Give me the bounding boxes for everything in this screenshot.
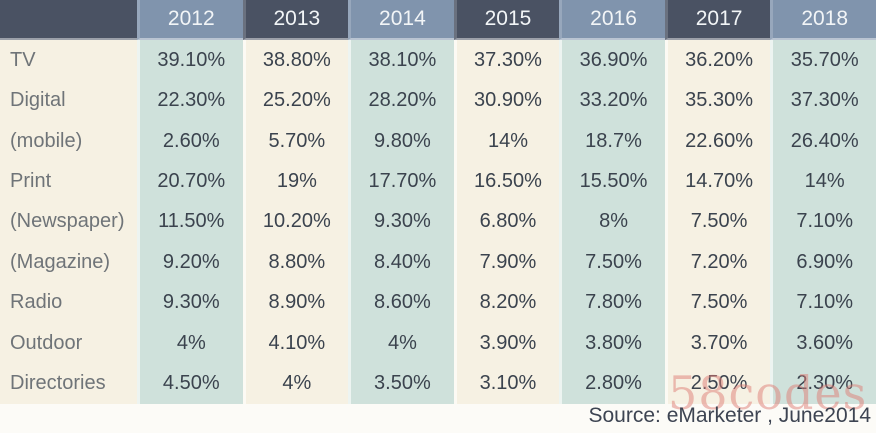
value-cell: 7.50%: [664, 201, 771, 243]
source-caption: Source: eMarketer , June2014: [588, 404, 872, 427]
value-cell: 15.50%: [559, 161, 665, 202]
year-header-2012: 2012: [137, 0, 243, 40]
value-cell: 4.10%: [242, 323, 349, 364]
value-cell: 3.60%: [770, 323, 876, 364]
value-cell: 7.50%: [664, 282, 771, 324]
value-cell: 3.50%: [348, 363, 454, 404]
value-cell: 10.20%: [242, 201, 349, 243]
value-cell: 8.40%: [348, 242, 454, 283]
ad-spend-table: 2012 2013 2014 2015 2016 2017 2018 TV 39.10% 38.…: [0, 0, 876, 404]
row-label: Digital: [0, 80, 137, 121]
value-cell: 35.70%: [770, 40, 876, 81]
value-cell: 14.70%: [664, 161, 771, 202]
value-cell: 19%: [242, 161, 349, 202]
value-cell: 16.50%: [453, 161, 560, 202]
value-cell: 39.10%: [137, 40, 243, 81]
value-cell: 36.90%: [559, 40, 665, 81]
year-header-2013: 2013: [242, 0, 349, 40]
value-cell: 8.80%: [242, 242, 349, 283]
value-cell: 3.80%: [559, 323, 665, 364]
row-label: Radio: [0, 282, 137, 324]
row-label: Print: [0, 161, 137, 202]
value-cell: 7.10%: [770, 201, 876, 243]
row-label: Outdoor: [0, 323, 137, 364]
value-cell: 7.80%: [559, 282, 665, 324]
value-cell: 2.50%: [664, 363, 771, 404]
table-row: Print 20.70% 19% 17.70% 16.50% 15.50% 14.70% 14…: [0, 161, 876, 202]
value-cell: 8.20%: [453, 282, 560, 324]
row-label: (mobile): [0, 120, 137, 162]
value-cell: 38.80%: [242, 40, 349, 81]
value-cell: 14%: [770, 161, 876, 202]
value-cell: 2.80%: [559, 363, 665, 404]
value-cell: 7.10%: [770, 282, 876, 324]
value-cell: 8.60%: [348, 282, 454, 324]
value-cell: 4%: [137, 323, 243, 364]
value-cell: 8.90%: [242, 282, 349, 324]
table-row: Radio 9.30% 8.90% 8.60% 8.20% 7.80% 7.50% 7.10%: [0, 282, 876, 324]
value-cell: 20.70%: [137, 161, 243, 202]
table-row: Outdoor 4% 4.10% 4% 3.90% 3.80% 3.70% 3.60%: [0, 323, 876, 364]
table-body: TV 39.10% 38.80% 38.10% 37.30% 36.90% 36.20% 35…: [0, 40, 876, 404]
value-cell: 5.70%: [242, 120, 349, 162]
value-cell: 22.60%: [664, 120, 771, 162]
table-row: (Magazine) 9.20% 8.80% 8.40% 7.90% 7.50% 7.20%…: [0, 242, 876, 283]
table-row: (Newspaper) 11.50% 10.20% 9.30% 6.80% 8% 7.50%…: [0, 201, 876, 243]
corner-header-cell: [0, 0, 137, 40]
value-cell: 6.90%: [770, 242, 876, 283]
value-cell: 18.7%: [559, 120, 665, 162]
table-row: Digital 22.30% 25.20% 28.20% 30.90% 33.20% 35.…: [0, 80, 876, 121]
value-cell: 9.30%: [348, 201, 454, 243]
value-cell: 2.30%: [770, 363, 876, 404]
value-cell: 36.20%: [664, 40, 771, 81]
value-cell: 9.20%: [137, 242, 243, 283]
value-cell: 7.20%: [664, 242, 771, 283]
value-cell: 17.70%: [348, 161, 454, 202]
value-cell: 22.30%: [137, 80, 243, 121]
value-cell: 35.30%: [664, 80, 771, 121]
value-cell: 4%: [348, 323, 454, 364]
value-cell: 9.80%: [348, 120, 454, 162]
value-cell: 3.90%: [453, 323, 560, 364]
year-header-2016: 2016: [559, 0, 665, 40]
row-label: TV: [0, 40, 137, 81]
year-header-2018: 2018: [770, 0, 876, 40]
value-cell: 14%: [453, 120, 560, 162]
value-cell: 7.50%: [559, 242, 665, 283]
value-cell: 4.50%: [137, 363, 243, 404]
value-cell: 8%: [559, 201, 665, 243]
value-cell: 37.30%: [453, 40, 560, 81]
table-row: (mobile) 2.60% 5.70% 9.80% 14% 18.7% 22.60% 26.…: [0, 120, 876, 162]
value-cell: 6.80%: [453, 201, 560, 243]
value-cell: 3.10%: [453, 363, 560, 404]
value-cell: 3.70%: [664, 323, 771, 364]
value-cell: 37.30%: [770, 80, 876, 121]
year-header-2015: 2015: [453, 0, 560, 40]
value-cell: 28.20%: [348, 80, 454, 121]
value-cell: 4%: [242, 363, 349, 404]
table-row: TV 39.10% 38.80% 38.10% 37.30% 36.90% 36.20% 35…: [0, 40, 876, 81]
value-cell: 30.90%: [453, 80, 560, 121]
year-header-2014: 2014: [348, 0, 454, 40]
row-label: (Newspaper): [0, 201, 137, 243]
year-header-2017: 2017: [664, 0, 771, 40]
value-cell: 38.10%: [348, 40, 454, 81]
value-cell: 2.60%: [137, 120, 243, 162]
value-cell: 33.20%: [559, 80, 665, 121]
value-cell: 11.50%: [137, 201, 243, 243]
row-label: Directories: [0, 363, 137, 404]
table-header-row: 2012 2013 2014 2015 2016 2017 2018: [0, 0, 876, 40]
value-cell: 7.90%: [453, 242, 560, 283]
table-header: 2012 2013 2014 2015 2016 2017 2018: [0, 0, 876, 40]
value-cell: 26.40%: [770, 120, 876, 162]
value-cell: 25.20%: [242, 80, 349, 121]
table-row: Directories 4.50% 4% 3.50% 3.10% 2.80% 2.50% 2.…: [0, 363, 876, 404]
value-cell: 9.30%: [137, 282, 243, 324]
row-label: (Magazine): [0, 242, 137, 283]
